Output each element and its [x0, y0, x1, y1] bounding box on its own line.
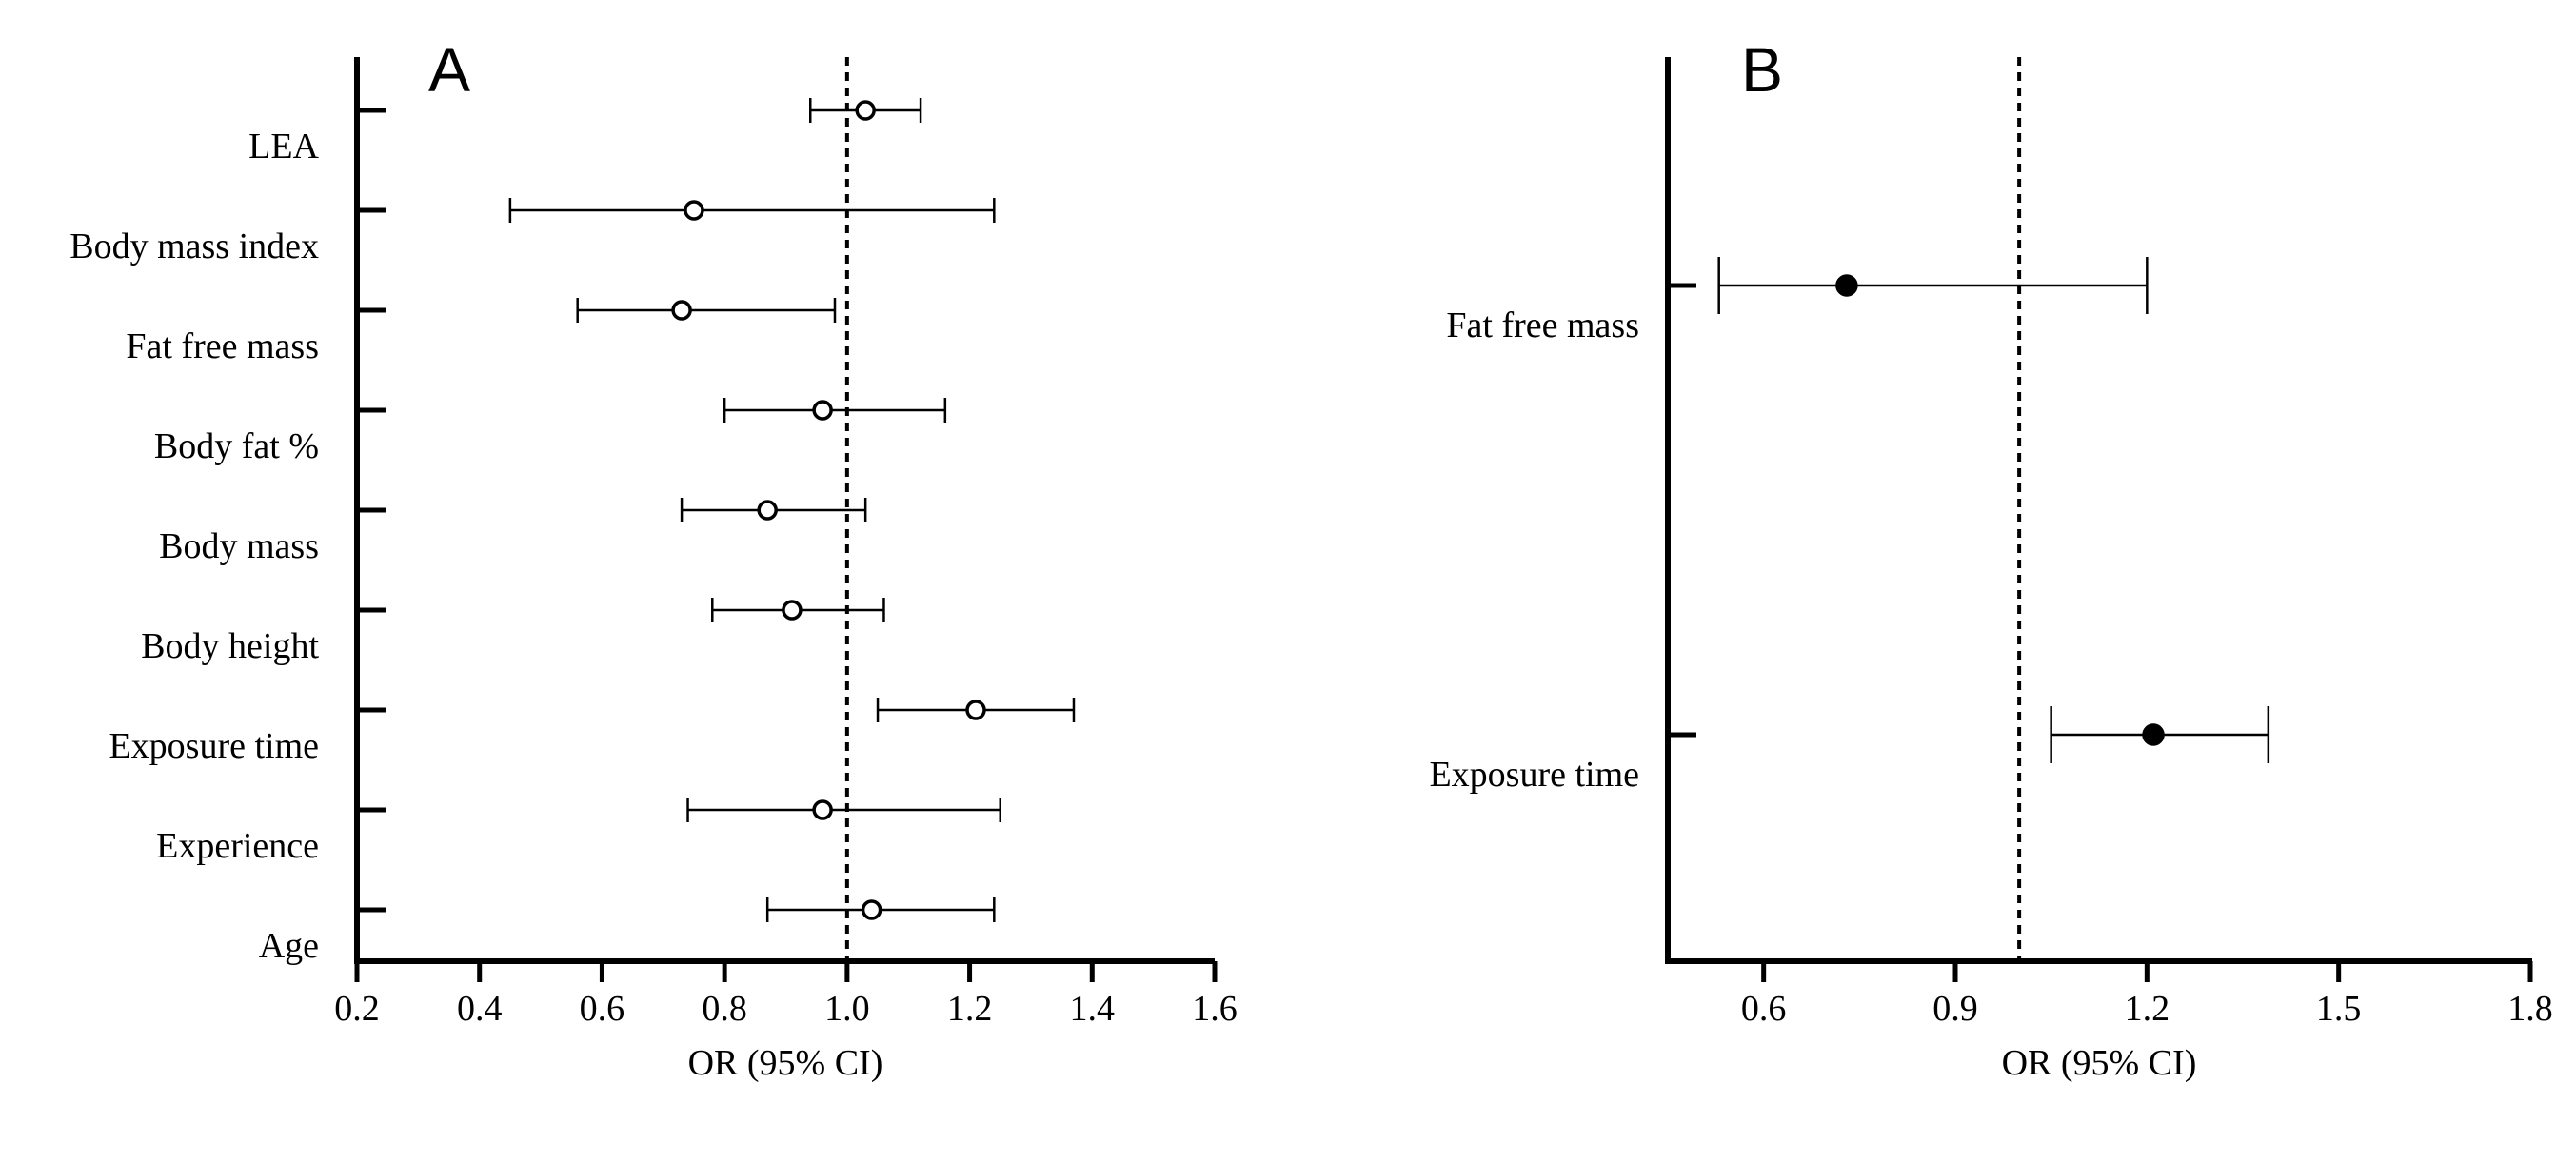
panel-b-or-point [2142, 723, 2165, 746]
panel-b-x-tick-label: 1.8 [2507, 989, 2553, 1029]
panel-a-or-point [671, 300, 692, 321]
panel-a-or-point [812, 400, 833, 421]
panel-a-row-label: Body mass index [69, 227, 319, 266]
panel-a-x-tick-label: 0.6 [580, 989, 625, 1029]
panel-b-row-label: Fat free mass [1446, 306, 1639, 345]
panel-a-x-tick-label: 1.4 [1070, 989, 1116, 1029]
panel-a-or-point [861, 899, 882, 920]
panel-b-or-point [1835, 274, 1858, 297]
panel-a-x-tick-label: 0.4 [457, 989, 503, 1029]
panel-a-or-point [965, 700, 986, 720]
panel-b-letter: B [1741, 34, 1783, 105]
panel-a-row-label: Exposure time [109, 726, 319, 766]
panel-b-row-label: Exposure time [1429, 755, 1639, 795]
panel-b-x-tick-label: 1.5 [2316, 989, 2362, 1029]
panel-a-row-label: Fat free mass [126, 326, 319, 366]
panel-b-x-tick-label: 0.6 [1741, 989, 1787, 1029]
panel-a: A 0.2 0.4 0.6 0.8 1.0 1.2 1.4 1.6 OR (95% CI) LEA… [69, 34, 1238, 1083]
panel-a-row-label: Body mass [159, 526, 319, 566]
panel-a-x-tick-label: 1.2 [947, 989, 993, 1029]
panel-b-x-tick-label: 0.9 [1932, 989, 1978, 1029]
panel-a-row-label: Body fat % [154, 426, 319, 466]
panel-a-row-label: Age [259, 926, 319, 966]
panel-a-row-label: Experience [156, 826, 319, 866]
panel-a-x-tick-label: 1.0 [824, 989, 870, 1029]
panel-a-row-label: LEA [248, 127, 319, 167]
panel-b-x-tick-label: 1.2 [2125, 989, 2170, 1029]
panel-a-or-point [782, 600, 803, 621]
panel-b-x-axis-label: OR (95% CI) [2002, 1043, 2197, 1083]
panel-a-x-tick-label: 0.8 [702, 989, 747, 1029]
panel-a-x-tick-label: 0.2 [334, 989, 380, 1029]
panel-a-or-point [684, 200, 704, 221]
panel-a-or-point [812, 799, 833, 820]
panel-b: B 0.6 0.9 1.2 1.5 1.8 OR (95% CI) Fat free mas… [1429, 34, 2552, 1083]
panel-a-or-point [855, 100, 876, 121]
panel-a-or-point [757, 500, 778, 521]
panel-a-row-label: Body height [141, 626, 319, 666]
panel-a-letter: A [428, 34, 470, 105]
panel-a-x-tick-label: 1.6 [1192, 989, 1238, 1029]
panel-a-x-axis-label: OR (95% CI) [688, 1043, 883, 1083]
